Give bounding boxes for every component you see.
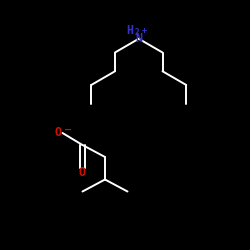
Text: N: N (135, 32, 142, 45)
Text: O: O (79, 166, 86, 179)
Text: O: O (54, 126, 62, 139)
Text: H: H (126, 24, 134, 36)
Text: +: + (142, 26, 147, 35)
Text: −: − (64, 124, 72, 134)
Text: 2: 2 (135, 28, 139, 37)
